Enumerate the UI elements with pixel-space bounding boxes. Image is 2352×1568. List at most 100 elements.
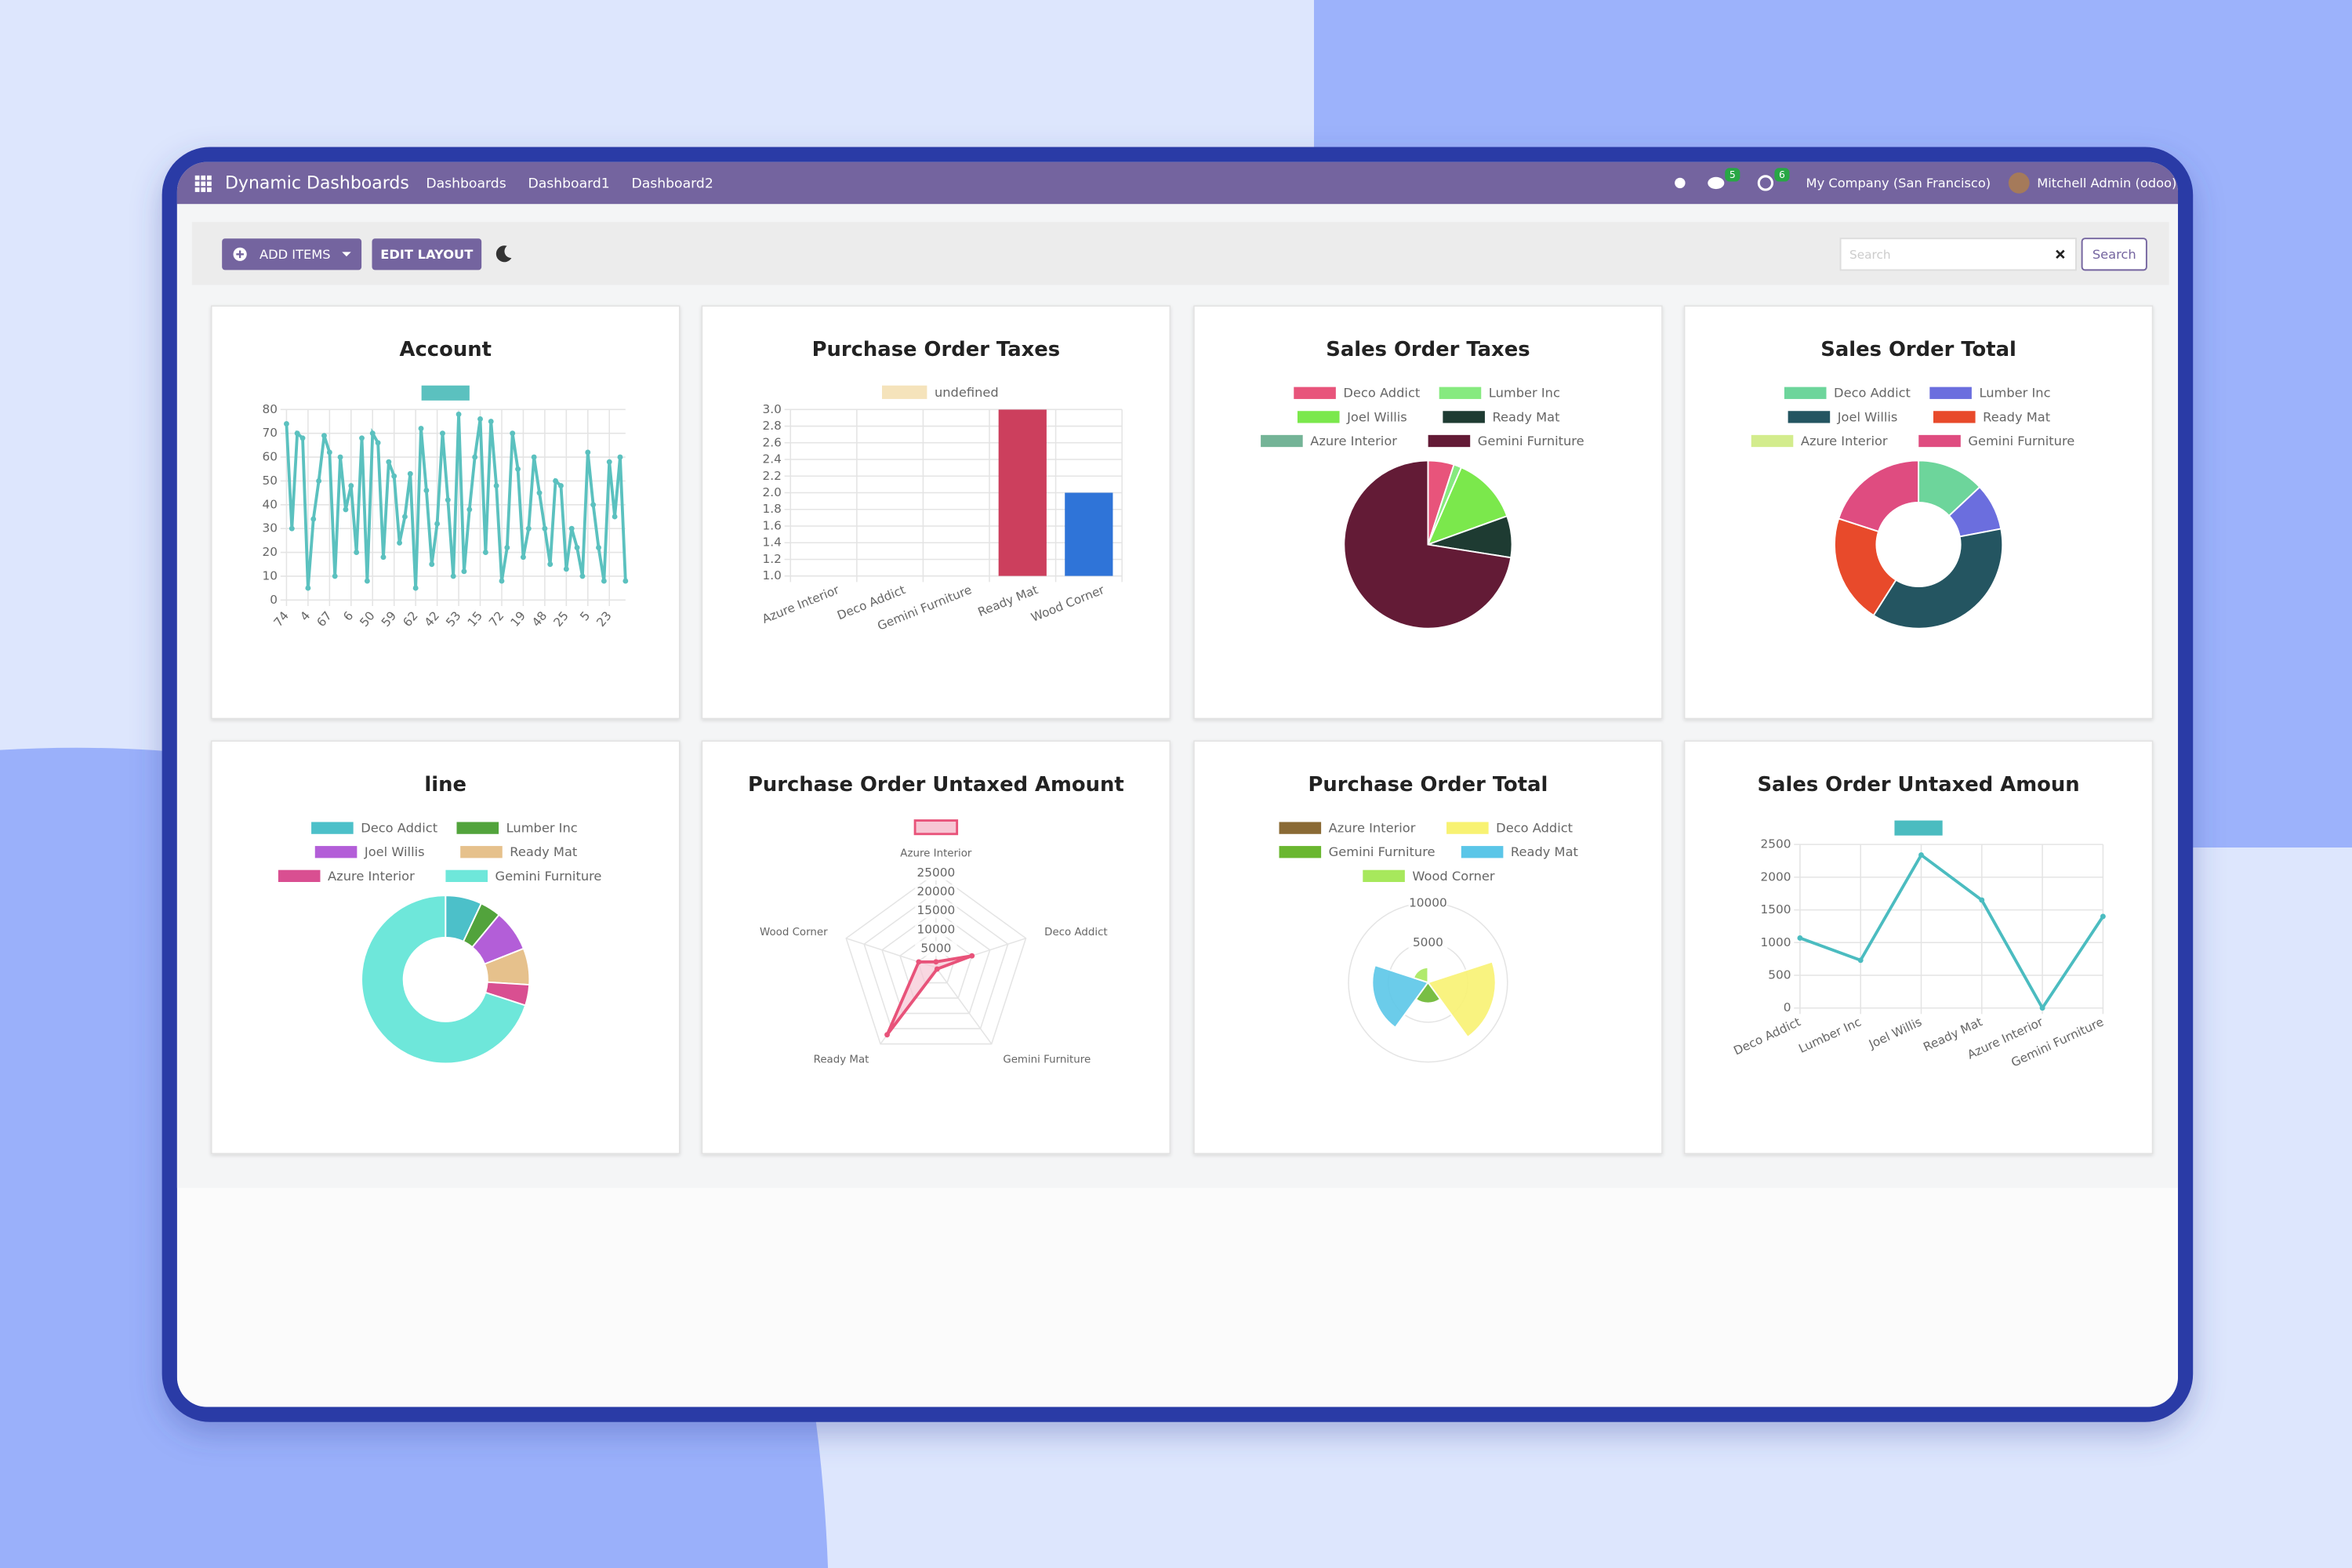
legend-label: undefined: [935, 385, 999, 400]
point: [326, 449, 332, 456]
r-tick-label: 20000: [917, 884, 956, 898]
grid-line: [881, 909, 991, 1014]
menu-item[interactable]: Dashboard1: [528, 176, 609, 191]
search-input[interactable]: [1839, 238, 2077, 271]
legend-swatch: [456, 822, 499, 834]
tick-label-bg: [915, 922, 957, 938]
axis-label: Wood Corner: [760, 927, 828, 938]
menu-item[interactable]: Dashboards: [426, 176, 506, 191]
point: [2039, 1005, 2045, 1011]
debug-icon[interactable]: [1675, 177, 1686, 189]
r-tick-label: 15000: [917, 903, 956, 917]
card: [1683, 305, 2154, 720]
theme-toggle[interactable]: [495, 245, 512, 263]
caret: [342, 252, 351, 257]
point: [482, 550, 488, 556]
plus-icon: [236, 250, 244, 259]
app-name[interactable]: Dynamic Dashboards: [225, 173, 409, 193]
toolbar: [191, 222, 2169, 285]
point: [397, 539, 403, 546]
apps-icon[interactable]: [194, 175, 212, 192]
legend-swatch: [1279, 846, 1322, 858]
badge: [1774, 168, 1790, 182]
pie-slice: [1837, 459, 1920, 533]
search-button[interactable]: [2081, 238, 2147, 271]
user-menu[interactable]: Mitchell Admin (odoo): [2037, 176, 2176, 191]
point: [531, 454, 537, 460]
legend-swatch: [882, 385, 927, 399]
pie-slice: [1426, 466, 1508, 546]
point: [429, 561, 435, 568]
point: [1797, 935, 1803, 941]
point: [321, 433, 327, 439]
point: [466, 506, 473, 513]
card: [1683, 740, 2154, 1155]
chart-title: Account: [400, 338, 492, 361]
navbar: [176, 162, 2179, 205]
polar-slice: [1371, 964, 1429, 1029]
point: [418, 426, 424, 432]
legend-swatch: [460, 846, 503, 858]
point: [601, 578, 607, 584]
polar-slice: [1426, 960, 1497, 1039]
line: [1799, 852, 2104, 1011]
radar-area: [885, 954, 973, 1036]
messages-badge: 5: [1730, 169, 1736, 180]
point: [969, 953, 975, 959]
point: [434, 521, 441, 527]
point: [934, 966, 940, 972]
pie-slice: [1872, 528, 2004, 630]
company-switcher[interactable]: My Company (San Francisco): [1806, 176, 1991, 191]
legend-swatch: [1894, 820, 1943, 836]
legend-swatch: [314, 846, 358, 858]
messages-icon[interactable]: [1708, 176, 1725, 190]
tick-label-bg: [1408, 895, 1448, 911]
point: [450, 573, 456, 579]
menu-item[interactable]: Dashboard2: [631, 176, 713, 191]
legend-swatch: [445, 869, 488, 883]
point: [596, 545, 601, 550]
point: [364, 578, 370, 584]
y-tick-label: 2.6: [762, 435, 781, 449]
y-tick-label: 30: [262, 521, 277, 535]
y-tick-label: 1.8: [762, 502, 781, 516]
legend-swatch: [1461, 846, 1504, 858]
point: [412, 585, 419, 591]
point: [386, 459, 392, 465]
legend-swatch: [1918, 434, 1961, 448]
point: [440, 430, 445, 437]
y-tick-label: 2500: [1761, 837, 1791, 851]
point: [612, 514, 618, 520]
legend-swatch: [1784, 387, 1827, 399]
tick-label-bg: [915, 884, 957, 900]
axis-label: Deco Addict: [1044, 927, 1108, 938]
activity-icon[interactable]: [1757, 175, 1774, 191]
clear-search[interactable]: [2056, 249, 2065, 260]
legend-swatch: [278, 869, 321, 883]
user-avatar[interactable]: [2008, 172, 2030, 194]
y-tick-label: 0: [1784, 1000, 1791, 1014]
edit-layout-button[interactable]: [372, 238, 482, 270]
activity-badge: 6: [1779, 169, 1785, 180]
chart-title: Sales Order Untaxed Amoun: [1757, 773, 2079, 797]
app-window: Dynamic Dashboards Dashboards Dashboard1…: [176, 162, 2179, 1407]
legend-swatch: [1933, 411, 1976, 423]
point: [407, 470, 413, 477]
point: [1918, 852, 1924, 858]
y-tick-label: 80: [262, 402, 277, 416]
y-tick-label: 1.2: [762, 552, 781, 566]
chart-title: Sales Order Total: [1820, 338, 2016, 361]
point: [547, 561, 554, 568]
grid-line: [899, 928, 973, 999]
point: [515, 466, 521, 472]
point: [1857, 957, 1864, 964]
legend-swatch: [1261, 434, 1303, 448]
y-tick-label: 2.8: [762, 419, 781, 433]
bar: [1065, 492, 1113, 576]
grid-line: [863, 891, 1009, 1029]
point: [316, 477, 322, 484]
add-items-button[interactable]: [222, 238, 362, 270]
